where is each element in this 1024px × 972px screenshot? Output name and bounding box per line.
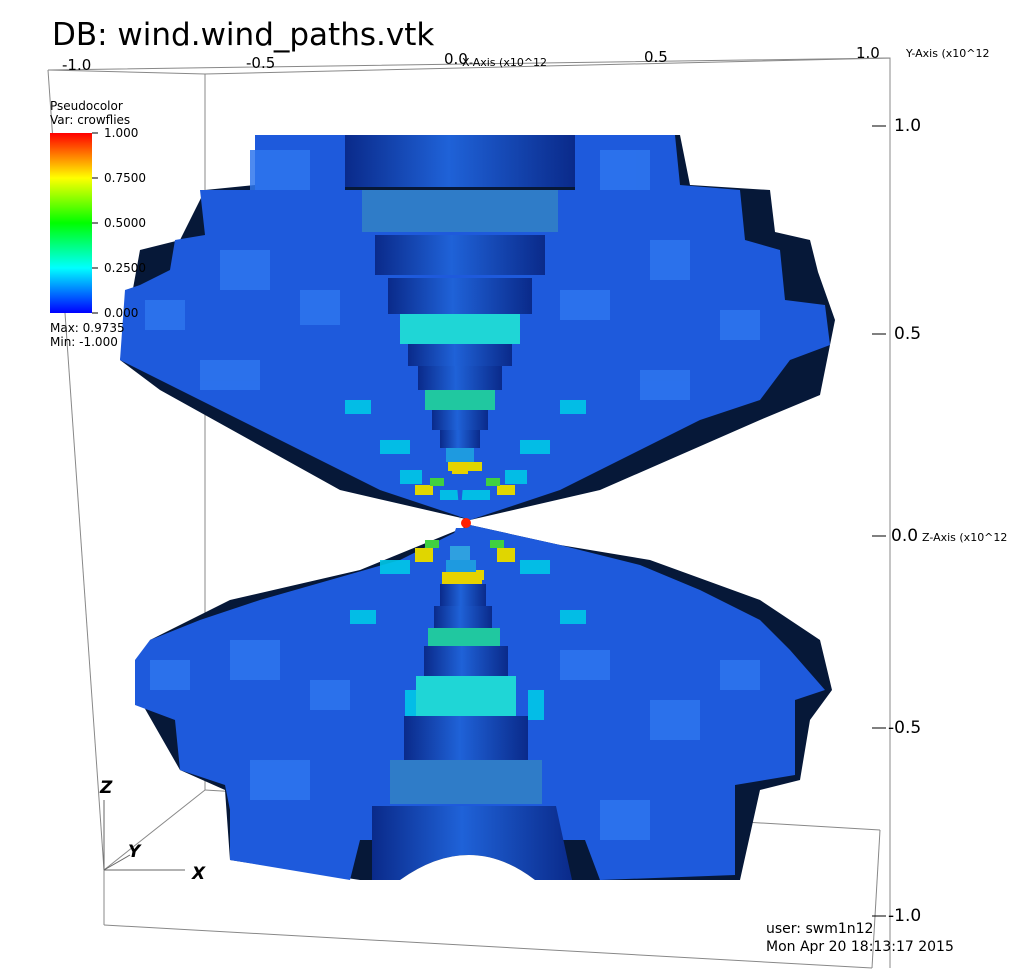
x-axis-tick: 0.0	[444, 50, 468, 68]
z-axis-tick: 0.0	[891, 526, 919, 546]
legend-tick-label: 0.7500	[104, 171, 146, 185]
z-axis-tick: -1.0	[888, 906, 922, 926]
z-axis-tick: -0.5	[888, 718, 922, 738]
legend-colorbar	[50, 133, 92, 313]
z-axis-tick: 0.5	[894, 324, 922, 344]
lower-core-rings	[372, 528, 572, 880]
legend-max: Max: 0.9735	[50, 321, 125, 335]
legend-tick-label: 0.2500	[104, 261, 146, 275]
bounding-box	[47, 57, 891, 969]
x-axis-tick: 1.0	[856, 44, 880, 62]
x-axis-tick: -0.5	[246, 54, 276, 72]
x-axis-tick: -1.0	[62, 56, 92, 74]
legend-variable: Var: crowflies	[50, 113, 131, 127]
triad-z-label: Z	[100, 778, 113, 798]
user-info: user: swm1n12 Mon Apr 20 18:13:17 2015	[766, 921, 954, 956]
timestamp: Mon Apr 20 18:13:17 2015	[766, 938, 954, 955]
upper-core-rings	[345, 135, 575, 520]
legend-tick-label: 0.5000	[104, 216, 146, 230]
legend-tick-label: 0.000	[104, 306, 139, 320]
legend-ticks	[92, 132, 98, 314]
center-hotspot	[461, 518, 471, 528]
z-axis-tick: 1.0	[894, 116, 922, 136]
y-axis-title: Y-Axis (x10^12	[906, 47, 990, 60]
legend-plot-type: Pseudocolor	[50, 99, 123, 113]
x-axis-tick: 0.5	[644, 48, 668, 66]
legend-min: Min: -1.000	[50, 335, 118, 349]
axis-triad	[103, 800, 185, 871]
triad-y-label: Y	[128, 842, 141, 862]
x-axis-title: X-Axis (x10^12	[462, 56, 548, 69]
z-axis-title: Z-Axis (x10^12	[922, 531, 1008, 544]
z-axis-ticks	[872, 125, 886, 917]
legend-tick-label: 1.000	[104, 126, 139, 140]
user-label: user: swm1n12	[766, 921, 874, 937]
database-title: DB: wind.wind_paths.vtk	[52, 17, 435, 53]
triad-x-label: X	[192, 864, 206, 884]
